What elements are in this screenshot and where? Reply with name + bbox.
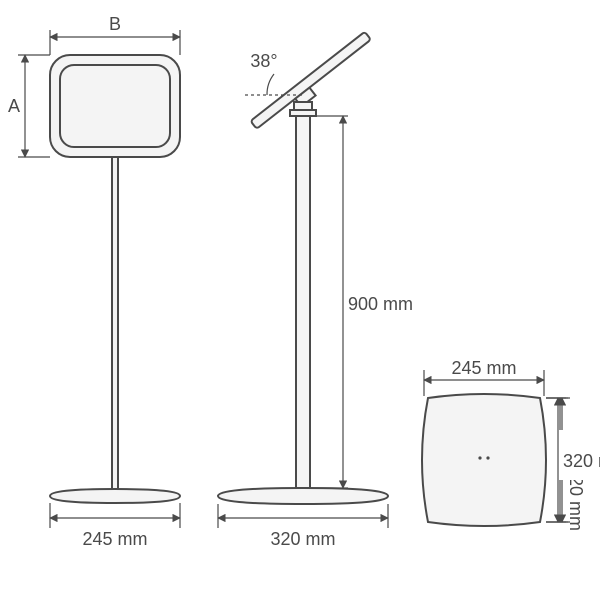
dimension-top-width: 245 mm xyxy=(424,358,544,396)
dimension-height: 900 mm xyxy=(296,116,413,488)
side-view: 38° 900 mm 320 mm xyxy=(218,32,413,549)
front-panel-outer xyxy=(50,55,180,157)
angle-label: 38° xyxy=(250,51,277,71)
front-base xyxy=(50,489,180,503)
dim-top-width-label: 245 mm xyxy=(451,358,516,378)
dim-B-label: B xyxy=(109,14,121,34)
front-view: B A 245 mm xyxy=(8,14,180,549)
technical-drawing: B A 245 mm xyxy=(0,0,600,600)
dimension-front-base: 245 mm xyxy=(50,503,180,549)
dim-A-label: A xyxy=(8,96,20,116)
dim-top-depth-final: 320 mm xyxy=(563,451,600,471)
side-pole xyxy=(296,116,310,488)
front-pole xyxy=(112,157,118,489)
dimension-A: A xyxy=(8,55,50,157)
side-base xyxy=(218,488,388,504)
top-base-shape xyxy=(422,394,546,526)
dimension-side-base: 320 mm xyxy=(218,504,388,549)
dimension-B: B xyxy=(50,14,180,55)
dim-front-base-label: 245 mm xyxy=(82,529,147,549)
dim-height-label: 900 mm xyxy=(348,294,413,314)
dim-side-base-label: 320 mm xyxy=(270,529,335,549)
